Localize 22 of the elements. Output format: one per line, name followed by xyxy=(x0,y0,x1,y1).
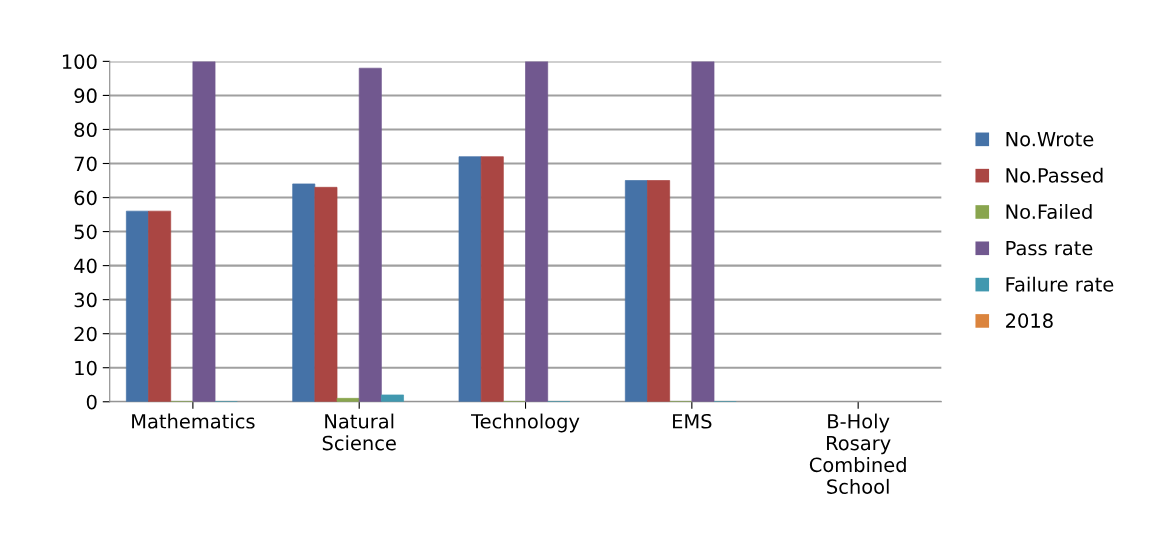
y-tick-label: 60 xyxy=(74,190,97,206)
x-tick-label: B-Holy Rosary Combined School xyxy=(809,413,906,494)
y-tick-label: 100 xyxy=(62,54,97,70)
y-tick-label: 0 xyxy=(86,394,97,410)
y-tick-label: 70 xyxy=(74,156,97,172)
legend-label: Pass rate xyxy=(1006,240,1093,256)
x-tick-label: Mathematics xyxy=(132,413,255,429)
y-tick-label: 80 xyxy=(74,122,97,138)
legend-label: No.Failed xyxy=(1006,204,1092,220)
y-tick-label: 40 xyxy=(74,258,97,274)
x-tick-label: Technology xyxy=(471,413,580,433)
legend-label: No.Passed xyxy=(1006,167,1103,183)
x-tick-label: Natural Science xyxy=(322,413,396,451)
legend-label: No.Wrote xyxy=(1006,131,1094,147)
y-tick-label: 20 xyxy=(74,326,97,342)
legend-label: 2018 xyxy=(1006,313,1053,329)
legend-label: Failure rate xyxy=(1006,276,1114,292)
y-tick-label: 10 xyxy=(75,360,97,376)
y-tick-label: 90 xyxy=(74,88,97,104)
y-tick-label: 50 xyxy=(74,224,97,240)
y-tick-label: 30 xyxy=(74,292,97,308)
x-tick-label: EMS xyxy=(673,413,712,429)
